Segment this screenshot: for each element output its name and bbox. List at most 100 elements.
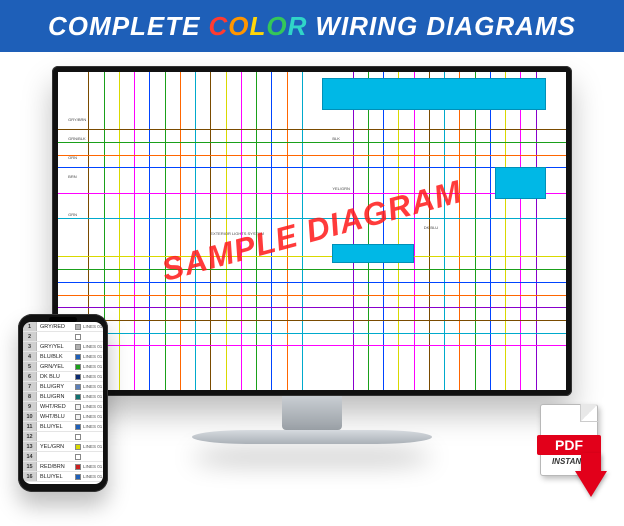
pinout-row: 11BLU/YELLINES 01 (23, 422, 103, 432)
pin-index: 11 (23, 422, 37, 431)
pin-index: 6 (23, 372, 37, 381)
connector-block (495, 167, 546, 199)
header-banner: COMPLETE COLOR WIRING DIAGRAMS (0, 0, 624, 52)
monitor-mockup: GRY/BRNGRN/BLKORNBRNGRNEXTERIOR LIGHTS S… (52, 66, 572, 444)
download-arrow-icon (575, 471, 607, 497)
header-text-right: WIRING DIAGRAMS (315, 11, 576, 42)
wire-horizontal (58, 167, 566, 168)
wire-label: YEL/GRN (332, 186, 350, 191)
color-swatch (75, 394, 81, 400)
pinout-row: 2 (23, 332, 103, 342)
pin-index: 9 (23, 402, 37, 411)
wire-label: BLK (332, 136, 340, 141)
monitor-neck (282, 396, 342, 430)
wire-color-code: RED/BRN (37, 464, 73, 470)
pdf-file-icon: PDF INSTANT (540, 404, 598, 476)
wire-color-code: DK BLU (37, 374, 73, 380)
pinout-row: 8BLU/GRN LINES 01 (23, 392, 103, 402)
wire-vertical (134, 72, 135, 390)
pdf-badge: PDF INSTANT (534, 404, 604, 476)
pinout-row: 7BLU/GRYLINES 01 (23, 382, 103, 392)
wire-color-code: WHT/RED (37, 404, 73, 410)
wire-label: GRN (68, 212, 77, 217)
wire-horizontal (58, 155, 566, 156)
pin-index: 13 (23, 442, 37, 451)
wire-vertical (119, 72, 120, 390)
pin-index: 4 (23, 352, 37, 361)
wire-vertical (429, 72, 430, 390)
pinout-row: 16BLU/YELLINES 01 (23, 472, 103, 482)
color-swatch (75, 414, 81, 420)
pinout-row: 14 (23, 452, 103, 462)
pin-index: 3 (23, 342, 37, 351)
pin-destination: LINES 01 (83, 464, 103, 469)
wire-vertical (414, 72, 415, 390)
pin-index: 14 (23, 452, 37, 461)
pin-destination: LINES 01 (83, 384, 103, 389)
color-swatch (75, 364, 81, 370)
wire-horizontal (58, 307, 566, 308)
wire-horizontal (58, 256, 566, 257)
wire-vertical (165, 72, 166, 390)
wire-color-code: GRY/RED (37, 324, 73, 330)
monitor-base (192, 430, 432, 444)
pin-destination: LINES 01 (83, 354, 103, 359)
wire-label: GRY/BRN (68, 117, 86, 122)
color-swatch (75, 324, 81, 330)
wire-label: DK BLU (424, 225, 438, 230)
pin-index: 16 (23, 472, 37, 481)
wire-vertical (459, 72, 460, 390)
pin-index: 1 (23, 322, 37, 331)
wire-color-code: GRN/YEL (37, 364, 73, 370)
wire-color-code: BLU/BLK (37, 354, 73, 360)
pin-destination: LINES 01 (83, 424, 103, 429)
wire-label: GRN/BLK (68, 136, 86, 141)
color-swatch (75, 334, 81, 340)
wire-color-code: YEL/GRN (37, 444, 73, 450)
pinout-row: 3GRY/YEL LINES 01 (23, 342, 103, 352)
pin-destination: LINES 01 (83, 404, 103, 409)
pinout-row: 10WHT/BLULINES 01 (23, 412, 103, 422)
pinout-row: 5GRN/YELLINES 01 (23, 362, 103, 372)
wire-color-code: BLU/GRY (37, 384, 73, 390)
color-swatch (75, 404, 81, 410)
pinout-row: 12 (23, 432, 103, 442)
color-swatch (75, 454, 81, 460)
pin-destination: LINES 01 (83, 344, 103, 349)
header-text-left: COMPLETE (48, 11, 200, 42)
wire-horizontal (58, 282, 566, 283)
color-swatch (75, 354, 81, 360)
wire-vertical (180, 72, 181, 390)
wire-horizontal (58, 320, 566, 321)
pin-destination: LINES 01 (83, 444, 103, 449)
wire-color-code: GRY/YEL (37, 344, 73, 350)
color-swatch (75, 474, 81, 480)
connector-block (322, 78, 546, 110)
color-swatch (75, 444, 81, 450)
wire-vertical (149, 72, 150, 390)
monitor-screen: GRY/BRNGRN/BLKORNBRNGRNEXTERIOR LIGHTS S… (58, 72, 566, 390)
wire-vertical (444, 72, 445, 390)
connector-block (332, 244, 413, 263)
wire-horizontal (58, 295, 566, 296)
monitor-bezel: GRY/BRNGRN/BLKORNBRNGRNEXTERIOR LIGHTS S… (52, 66, 572, 396)
wire-horizontal (58, 333, 566, 334)
wire-vertical (475, 72, 476, 390)
pin-destination: LINES 01 (83, 324, 103, 329)
color-swatch (75, 464, 81, 470)
pin-index: 2 (23, 332, 37, 341)
pin-index: 15 (23, 462, 37, 471)
wire-label: ORN (68, 155, 77, 160)
pin-destination: LINES 01 (83, 364, 103, 369)
wire-horizontal (58, 269, 566, 270)
pin-index: 10 (23, 412, 37, 421)
wire-vertical (398, 72, 399, 390)
pin-destination: LINES 01 (83, 394, 103, 399)
product-stage: GRY/BRNGRN/BLKORNBRNGRNEXTERIOR LIGHTS S… (0, 52, 624, 526)
pinout-row: 15RED/BRN LINES 01 (23, 462, 103, 472)
wire-vertical (520, 72, 521, 390)
phone-screen: 1GRY/RED LINES 01 23GRY/YEL LINES 01 4BLU/BL… (23, 322, 103, 484)
wire-color-code: BLU/GRN (37, 394, 73, 400)
pinout-row: 1GRY/RED LINES 01 (23, 322, 103, 332)
pin-index: 8 (23, 392, 37, 401)
